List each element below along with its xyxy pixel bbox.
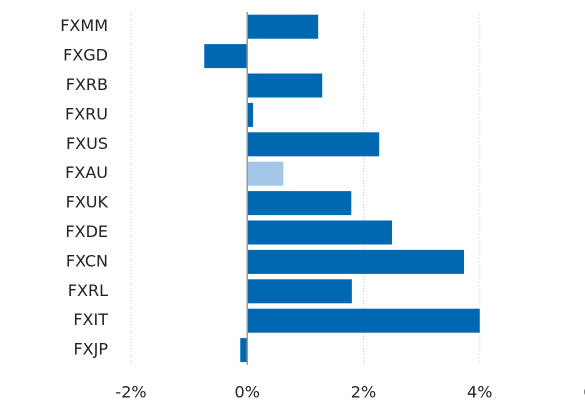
bar <box>247 220 392 245</box>
bar <box>247 308 480 333</box>
bar <box>240 338 248 363</box>
bar <box>247 102 254 127</box>
y-tick-label: FXUK <box>66 193 109 212</box>
bar <box>247 14 319 39</box>
bar <box>247 191 352 216</box>
x-tick-label: 4% <box>467 382 492 401</box>
y-tick-label: FXRL <box>68 281 108 300</box>
y-tick-label: FXAU <box>65 163 108 182</box>
bar <box>204 44 248 69</box>
bar <box>247 249 465 274</box>
bar <box>247 161 284 186</box>
x-tick-label: -2% <box>115 382 146 401</box>
y-tick-label: FXGD <box>63 46 108 65</box>
y-tick-label: FXMM <box>60 16 108 35</box>
x-tick-label: 6% <box>583 382 585 401</box>
x-tick-label: 2% <box>351 382 376 401</box>
y-tick-label: FXJP <box>73 340 108 359</box>
bar <box>247 73 323 98</box>
y-tick-label: FXDE <box>65 222 108 241</box>
bar <box>247 279 352 304</box>
y-tick-label: FXIT <box>73 310 108 329</box>
y-tick-label: FXRB <box>66 75 108 94</box>
y-tick-label: FXCN <box>66 251 108 270</box>
x-tick-label: 0% <box>235 382 260 401</box>
bar <box>247 132 380 157</box>
y-tick-label: FXUS <box>66 134 108 153</box>
y-tick-label: FXRU <box>65 104 108 123</box>
